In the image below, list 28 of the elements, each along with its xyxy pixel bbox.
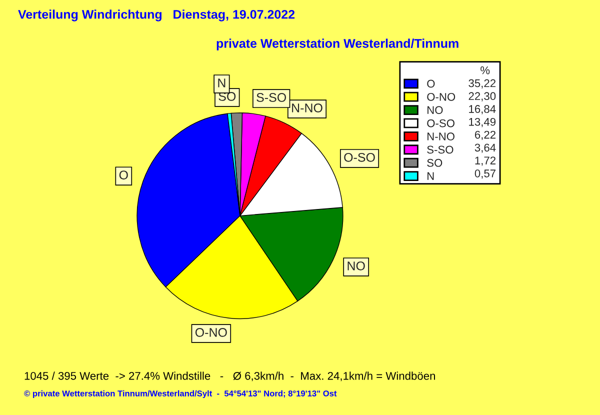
text: © private Wetterstation Tinnum/Westerland/Sylt - 54°54'13" Nord; 8°19'13" Ost [24,390,337,398]
text: 1045 / 395 Werte -> 27.4% Windstille - Ø 6,3km/h - Max. 24,1km/h = Windböen [24,372,435,382]
legend-label: N [428,172,434,180]
legend-label: O-NO [427,92,456,101]
chart-title: Verteilung Windrichtung Dienstag, 19.07.2022 [18,10,295,22]
data-label: 0,57 [474,170,496,179]
legend-label: N-NO [428,132,454,140]
slice-label: O-SO [344,152,375,162]
slice-label: S-SO [256,93,286,102]
legend-label: S-SO [427,146,454,154]
data-label: 3,64 [474,144,496,153]
slice-label: O-NO [195,328,227,337]
data-label: 6,22 [474,130,496,140]
data-label: 16,84 [469,105,496,114]
legend-label: O-SO [427,119,454,128]
slice-label: N [218,78,226,88]
data-label: 13,49 [469,118,496,128]
legend-label: O [427,80,435,88]
data-label: 35,22 [468,79,496,88]
legend-title: % [480,66,490,74]
legend-label: NO [428,106,443,114]
chart-subtitle: private Wetterstation Westerland/Tinnum [216,38,458,50]
data-label: 1,72 [475,156,496,166]
slice-label: N-NO [292,104,322,112]
data-label: 22,30 [468,92,496,102]
slice-label: O [119,170,128,180]
slice-label: NO [348,261,365,270]
legend-label: SO [427,158,442,167]
